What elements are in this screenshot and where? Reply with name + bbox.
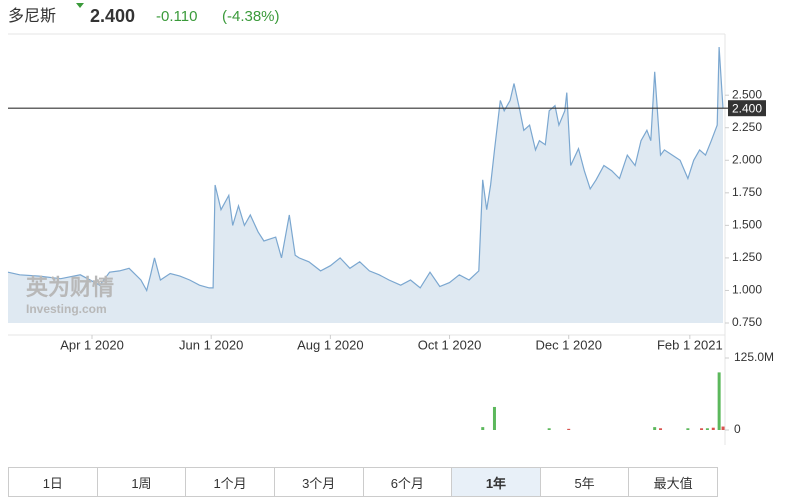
y-tick-label: 1.000 [732,283,762,297]
volume-bar [717,372,721,430]
range-tab[interactable]: 1周 [98,468,187,496]
range-tab[interactable]: 5年 [541,468,630,496]
y-tick-label: 2.250 [732,120,762,134]
down-icon [76,3,84,8]
x-tick-label: Aug 1 2020 [297,337,364,352]
range-tab[interactable]: 3个月 [275,468,364,496]
last-price-box [728,100,766,117]
y-tick-label: 1.500 [732,218,762,232]
last-price-label: 2.400 [732,101,762,115]
volume-bar [721,426,725,430]
volume-bar [547,428,551,430]
y-tick-label: 1.750 [732,185,762,199]
volume-bar [659,428,663,430]
y-tick-label: 2.500 [732,87,762,101]
range-tabs: 1日 1周 1个月 3个月 6个月 1年 5年 最大值 [8,467,718,497]
chart: 多尼斯 2.400 -0.110 (-4.38%) 0.750 1.000 1.25… [7,3,774,445]
y-tick-label: 1.250 [732,250,762,264]
x-tick-label: Oct 1 2020 [418,337,482,352]
price-line [7,46,724,293]
stock-name: 多尼斯 [8,7,56,25]
range-tab[interactable]: 1日 [9,468,98,496]
range-tab[interactable]: 1年 [452,468,541,496]
x-tick-label: Apr 1 2020 [60,337,124,352]
volume-bar [653,427,657,430]
volume-bar [567,428,571,430]
range-tab[interactable]: 6个月 [364,468,453,496]
y-tick-label: 125.0M [734,350,774,364]
change-pct: (-4.38%) [222,8,280,25]
x-tick-label: Dec 1 2020 [535,337,602,352]
volume-bar [700,428,704,430]
price-area [8,47,724,323]
volume-bar [492,406,496,430]
change: -0.110 [156,8,197,25]
watermark: Investing.com [26,302,107,316]
volume-bar [711,427,715,430]
y-tick-label: 2.000 [732,152,762,166]
range-tab[interactable]: 最大值 [653,475,693,491]
x-tick-label: Feb 1 2021 [657,337,723,352]
range-tab[interactable]: 1个月 [186,468,275,496]
y-tick-label: 0.750 [732,315,762,329]
watermark: 英为财情 [26,275,114,300]
volume-bar [481,427,485,430]
x-tick-label: Jun 1 2020 [179,337,243,352]
price: 2.400 [90,6,135,26]
volume-bar [686,428,690,430]
y-tick-label: 0 [734,422,741,436]
volume-bar [705,428,709,430]
